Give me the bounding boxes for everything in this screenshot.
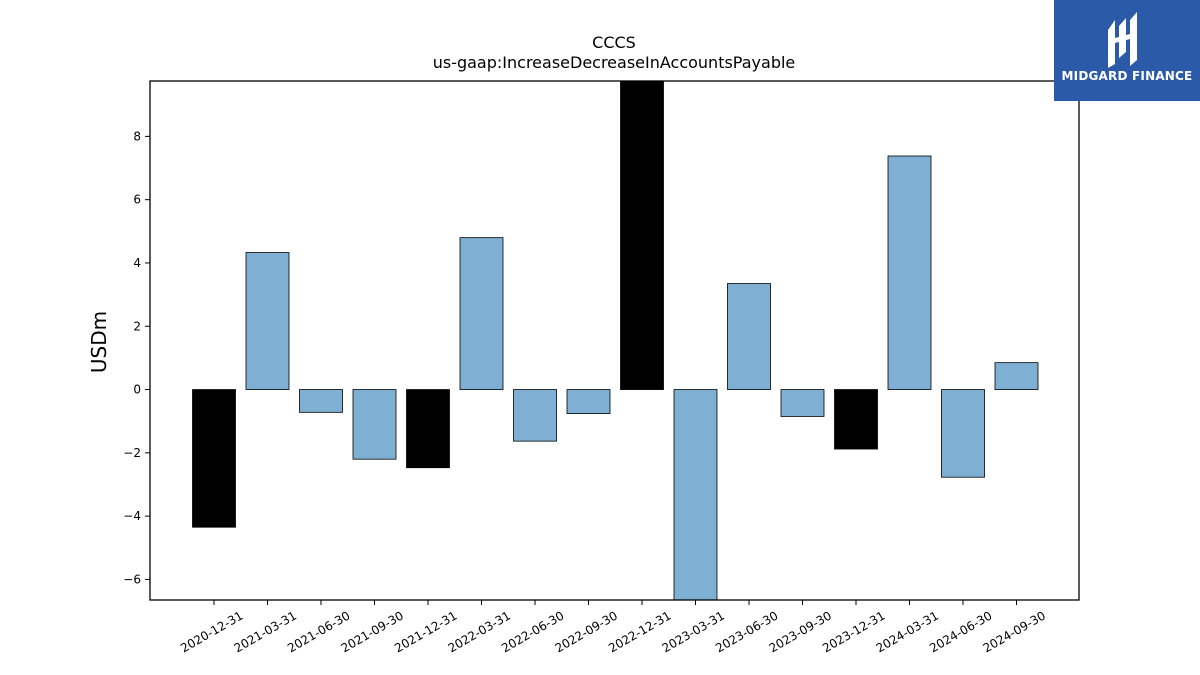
- y-tick-label: −6: [123, 572, 141, 586]
- x-ticks-group: 2020-12-312021-03-312021-06-302021-09-30…: [178, 600, 1048, 655]
- y-tick-label: 2: [133, 319, 141, 333]
- bar-2021-09-30: [352, 389, 397, 460]
- y-tick-label: 4: [133, 256, 141, 270]
- bar-2022-03-31: [459, 237, 504, 390]
- bar-2023-09-30: [780, 389, 825, 417]
- bar-2024-06-30: [941, 389, 985, 478]
- bar-2021-12-31: [406, 389, 450, 469]
- midgard-finance-logo: MIDGARD FINANCE: [1054, 0, 1200, 101]
- bar-2024-03-31: [887, 155, 932, 390]
- bar-2023-12-31: [834, 389, 878, 450]
- y-tick-label: 0: [133, 383, 141, 397]
- bars-group: [192, 80, 1039, 601]
- plot-frame: [149, 80, 1080, 601]
- y-tick-label: −4: [123, 509, 141, 523]
- y-tick-label: 8: [133, 129, 141, 143]
- logo-text: MIDGARD FINANCE: [1061, 69, 1193, 83]
- y-ticks-group: −6 −4 −2 0 2 4 6 8: [123, 129, 150, 586]
- bar-2021-06-30: [299, 389, 343, 413]
- chart-title: CCCS: [592, 33, 636, 52]
- chart-subtitle: us-gaap:IncreaseDecreaseInAccountsPayabl…: [433, 53, 796, 72]
- bar-2023-03-31: [673, 389, 718, 601]
- midgard-logo-icon: [1108, 12, 1137, 68]
- bar-2020-12-31: [192, 389, 236, 528]
- bar-2021-03-31: [245, 252, 290, 390]
- y-axis-label: USDm: [87, 311, 111, 373]
- y-tick-label: 6: [133, 193, 141, 207]
- y-tick-label: −2: [123, 446, 141, 460]
- bar-2022-12-31: [620, 80, 664, 390]
- bar-2022-06-30: [513, 389, 557, 442]
- bar-2024-09-30: [994, 362, 1039, 390]
- bar-2023-06-30: [727, 283, 771, 390]
- bar-2022-09-30: [566, 389, 611, 415]
